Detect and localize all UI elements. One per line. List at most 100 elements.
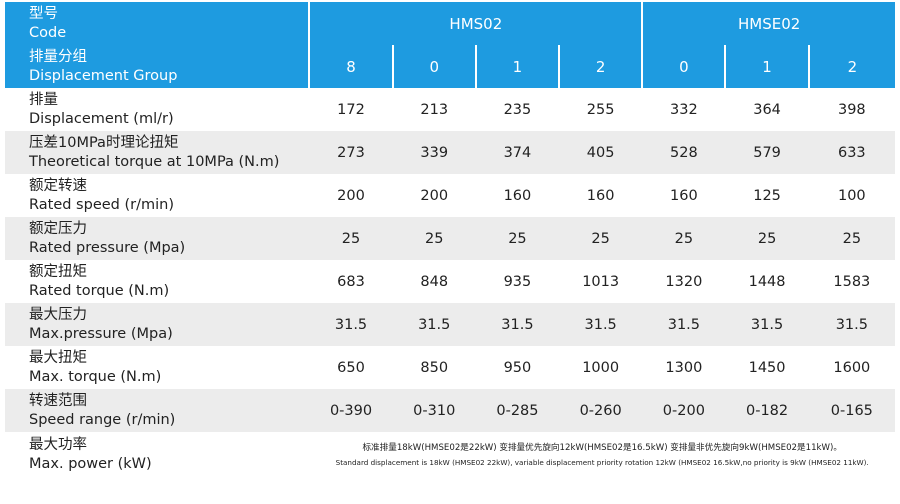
table-cell: 1600	[808, 346, 895, 389]
table-cell: 160	[559, 174, 643, 217]
table-cell: 850	[392, 346, 476, 389]
code-label: 型号 Code	[5, 2, 311, 45]
table-cell: 25	[642, 217, 726, 260]
table-cell: 31.5	[475, 303, 560, 346]
table-cell: 405	[559, 131, 643, 174]
table-cell: 31.5	[725, 303, 809, 346]
max-power-note: 标准排量18kW(HMSE02是22kW) 变排量优先旋向12kW(HMSE02…	[309, 432, 895, 478]
table-cell: 31.5	[559, 303, 643, 346]
row-label: 额定压力 Rated pressure (Mpa)	[5, 217, 310, 260]
group-value: 1	[475, 45, 561, 88]
row-label-en: Speed range (r/min)	[29, 411, 176, 428]
table-cell: 398	[808, 88, 895, 131]
table-cell: 25	[725, 217, 809, 260]
table-cell: 0-165	[808, 389, 895, 432]
row-label-cn: 最大压力	[29, 306, 87, 323]
table-cell: 0-390	[309, 389, 393, 432]
row-label-en: Rated pressure (Mpa)	[29, 239, 186, 256]
table-cell: 650	[309, 346, 393, 389]
table-cell: 332	[642, 88, 726, 131]
row-label-cn: 最大功率	[29, 437, 87, 453]
group-label: 排量分组 Displacement Group	[5, 45, 311, 88]
table-row-rated-pressure: 额定压力 Rated pressure (Mpa) 25 25 25 25 25…	[5, 217, 895, 260]
header-row-code: 型号 Code HMS02 HMSE02	[5, 2, 895, 45]
row-label: 压差10MPa时理论扭矩 Theoretical torque at 10MPa…	[5, 131, 310, 174]
group-value: 0	[392, 45, 477, 88]
row-label: 排量 Displacement (ml/r)	[5, 88, 310, 131]
row-label-cn: 最大扭矩	[29, 349, 87, 366]
row-label-en: Max.pressure (Mpa)	[29, 325, 173, 342]
table-cell: 0-285	[475, 389, 560, 432]
max-power-note-en: Standard displacement is 18kW (HMSE02 22…	[335, 458, 869, 467]
row-label-cn: 压差10MPa时理论扭矩	[29, 134, 179, 151]
table-cell: 25	[309, 217, 393, 260]
table-cell: 1013	[559, 260, 643, 303]
table-cell: 31.5	[392, 303, 476, 346]
row-label-cn: 额定扭矩	[29, 263, 87, 280]
row-label-en: Theoretical torque at 10MPa (N.m)	[29, 153, 280, 170]
table-row-max-torque: 最大扭矩 Max. torque (N.m) 650 850 950 1000 …	[5, 346, 895, 389]
max-power-note-cn: 标准排量18kW(HMSE02是22kW) 变排量优先旋向12kW(HMSE02…	[362, 443, 842, 453]
group-hmse02: HMSE02	[642, 2, 895, 45]
table-cell: 374	[475, 131, 560, 174]
group-hms02: HMS02	[309, 2, 644, 45]
table-row-theoretical-torque: 压差10MPa时理论扭矩 Theoretical torque at 10MPa…	[5, 131, 895, 174]
table-cell: 1450	[725, 346, 809, 389]
row-label: 最大功率 Max. power (kW)	[5, 432, 310, 478]
table-cell: 1583	[808, 260, 895, 303]
table-row-speed-range: 转速范围 Speed range (r/min) 0-390 0-310 0-2…	[5, 389, 895, 432]
group-value: 8	[309, 45, 394, 88]
table-cell: 31.5	[309, 303, 393, 346]
table-cell: 235	[475, 88, 560, 131]
table-cell: 0-182	[725, 389, 809, 432]
table-cell: 528	[642, 131, 726, 174]
table-row-max-power: 最大功率 Max. power (kW) 标准排量18kW(HMSE02是22k…	[5, 432, 895, 478]
table-cell: 25	[475, 217, 560, 260]
table-cell: 213	[392, 88, 476, 131]
table-cell: 1320	[642, 260, 726, 303]
table-cell: 255	[559, 88, 643, 131]
row-label: 最大扭矩 Max. torque (N.m)	[5, 346, 310, 389]
row-label-en: Max. torque (N.m)	[29, 368, 162, 385]
code-label-cn: 型号	[29, 5, 58, 22]
table-cell: 0-260	[559, 389, 643, 432]
table-row-displacement: 排量 Displacement (ml/r) 172 213 235 255 3…	[5, 88, 895, 131]
table-cell: 273	[309, 131, 393, 174]
group-value: 2	[808, 45, 895, 88]
row-label-en: Rated torque (N.m)	[29, 282, 170, 299]
table-cell: 579	[725, 131, 809, 174]
table-cell: 1300	[642, 346, 726, 389]
table-cell: 0-310	[392, 389, 476, 432]
header-row-displacement-group: 排量分组 Displacement Group 8 0 1 2 0 1 2	[5, 45, 895, 88]
table-row-rated-speed: 额定转速 Rated speed (r/min) 200 200 160 160…	[5, 174, 895, 217]
row-label-en: Max. power (kW)	[29, 456, 152, 472]
table-cell: 950	[475, 346, 560, 389]
table-cell: 31.5	[808, 303, 895, 346]
group-value: 2	[559, 45, 644, 88]
row-label-en: Rated speed (r/min)	[29, 196, 174, 213]
table-cell: 0-200	[642, 389, 726, 432]
table-cell: 1448	[725, 260, 809, 303]
row-label-cn: 排量	[29, 91, 58, 108]
row-label: 转速范围 Speed range (r/min)	[5, 389, 310, 432]
row-label-en: Displacement (ml/r)	[29, 110, 174, 127]
row-label: 最大压力 Max.pressure (Mpa)	[5, 303, 310, 346]
row-label-cn: 额定压力	[29, 220, 87, 237]
row-label-cn: 额定转速	[29, 177, 87, 194]
group-value: 1	[725, 45, 810, 88]
table-cell: 364	[725, 88, 809, 131]
table-cell: 935	[475, 260, 560, 303]
table-row-rated-torque: 额定扭矩 Rated torque (N.m) 683 848 935 1013…	[5, 260, 895, 303]
group-value: 0	[642, 45, 727, 88]
group-label-en: Displacement Group	[29, 67, 178, 84]
table-cell: 200	[392, 174, 476, 217]
spec-table: 型号 Code HMS02 HMSE02 排量分组 Displacement G…	[5, 2, 895, 478]
table-cell: 339	[392, 131, 476, 174]
table-cell: 31.5	[642, 303, 726, 346]
table-cell: 25	[392, 217, 476, 260]
code-label-en: Code	[29, 24, 67, 41]
table-row-max-pressure: 最大压力 Max.pressure (Mpa) 31.5 31.5 31.5 3…	[5, 303, 895, 346]
row-label-cn: 转速范围	[29, 392, 87, 409]
table-cell: 200	[309, 174, 393, 217]
table-cell: 848	[392, 260, 476, 303]
